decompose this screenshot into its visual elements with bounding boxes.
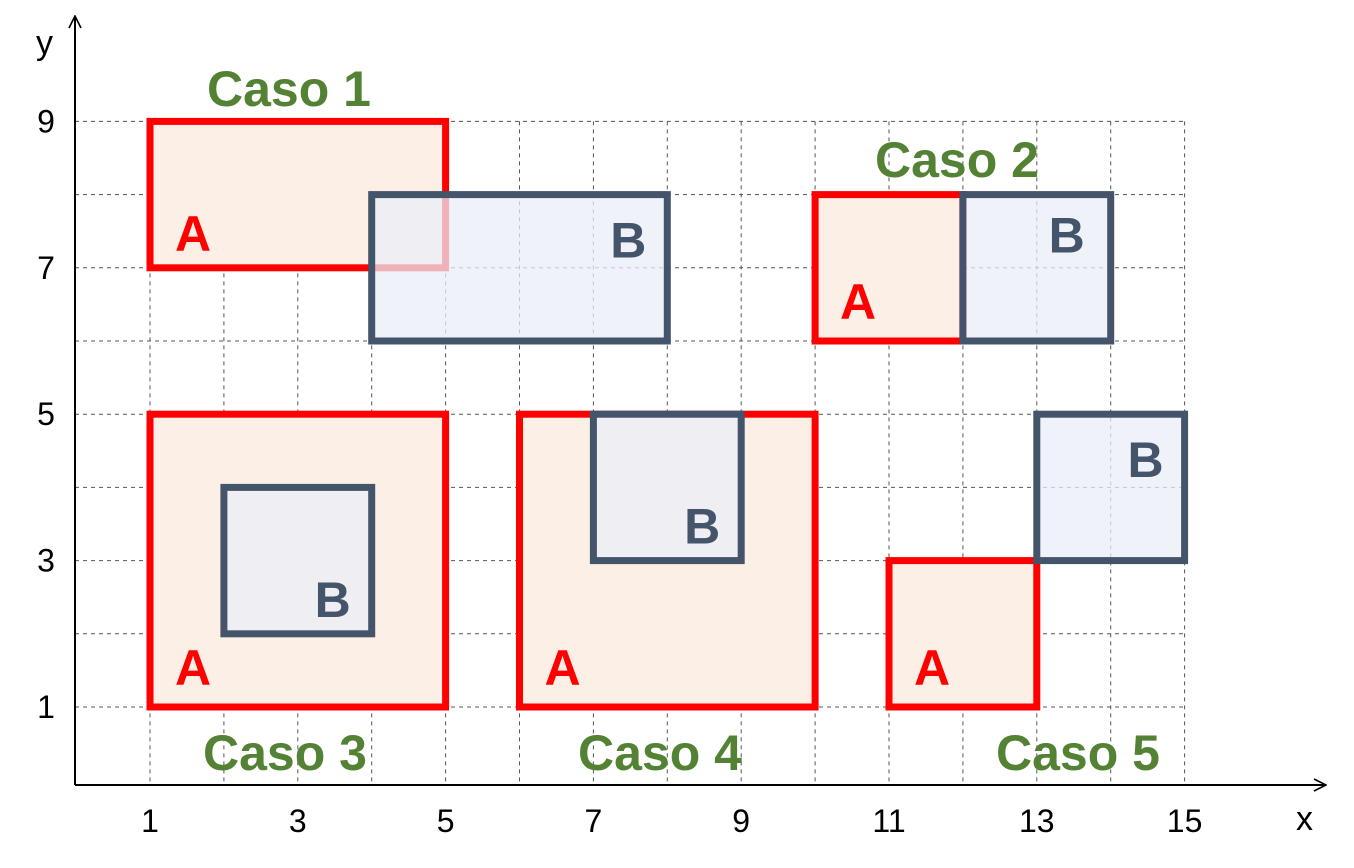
case-2-letter-a: A xyxy=(840,274,876,330)
case-2-rectangle-b xyxy=(959,191,1115,345)
y-tick-label: 5 xyxy=(37,396,55,432)
case-5-rectangle-b xyxy=(1033,410,1189,565)
case-labels: Caso 1 Caso 2 Caso 3 Caso 4 Caso 5 xyxy=(203,61,1160,781)
case-3-label: Caso 3 xyxy=(203,725,367,781)
axes: x y xyxy=(36,16,1326,838)
x-tick-label: 5 xyxy=(437,803,455,839)
case-1-letter-a: A xyxy=(175,206,211,262)
case-5-letter-a: A xyxy=(914,640,950,696)
y-tick-label: 7 xyxy=(37,250,55,286)
x-tick-label: 3 xyxy=(289,803,307,839)
rectangles xyxy=(146,117,1189,711)
case-3-letter-a: A xyxy=(175,640,211,696)
case-5-label: Caso 5 xyxy=(996,725,1160,781)
x-tick-label: 1 xyxy=(141,803,159,839)
case-1-rectangle-b xyxy=(368,191,671,345)
x-tick-label: 9 xyxy=(732,803,750,839)
y-tick-label: 1 xyxy=(37,689,55,725)
case-2-label: Caso 2 xyxy=(875,132,1039,188)
case-4-rectangle-b xyxy=(589,410,745,565)
case-4-letter-a: A xyxy=(544,640,580,696)
case-1-letter-b: B xyxy=(610,213,646,269)
x-tick-label: 7 xyxy=(585,803,603,839)
y-tick-label: 9 xyxy=(37,103,55,139)
y-axis-label: y xyxy=(36,24,53,62)
x-tick-label: 15 xyxy=(1167,803,1203,839)
case-4-label: Caso 4 xyxy=(578,725,742,781)
case-5-rectangle-a xyxy=(885,557,1041,711)
case-5-letter-b: B xyxy=(1128,432,1164,488)
y-tick-label: 3 xyxy=(37,543,55,579)
case-2-rectangle-a xyxy=(811,191,967,345)
rectangle-letters: A B A B A B A B A B xyxy=(175,206,1164,696)
case-1-label: Caso 1 xyxy=(207,61,371,117)
x-tick-label: 13 xyxy=(1019,803,1055,839)
case-3-rectangle-b xyxy=(220,483,376,638)
case-3-letter-b: B xyxy=(315,572,351,628)
case-2-letter-b: B xyxy=(1049,208,1085,264)
x-axis-label: x xyxy=(1296,800,1313,838)
case-4-letter-b: B xyxy=(684,499,720,555)
x-tick-label: 11 xyxy=(872,803,905,839)
